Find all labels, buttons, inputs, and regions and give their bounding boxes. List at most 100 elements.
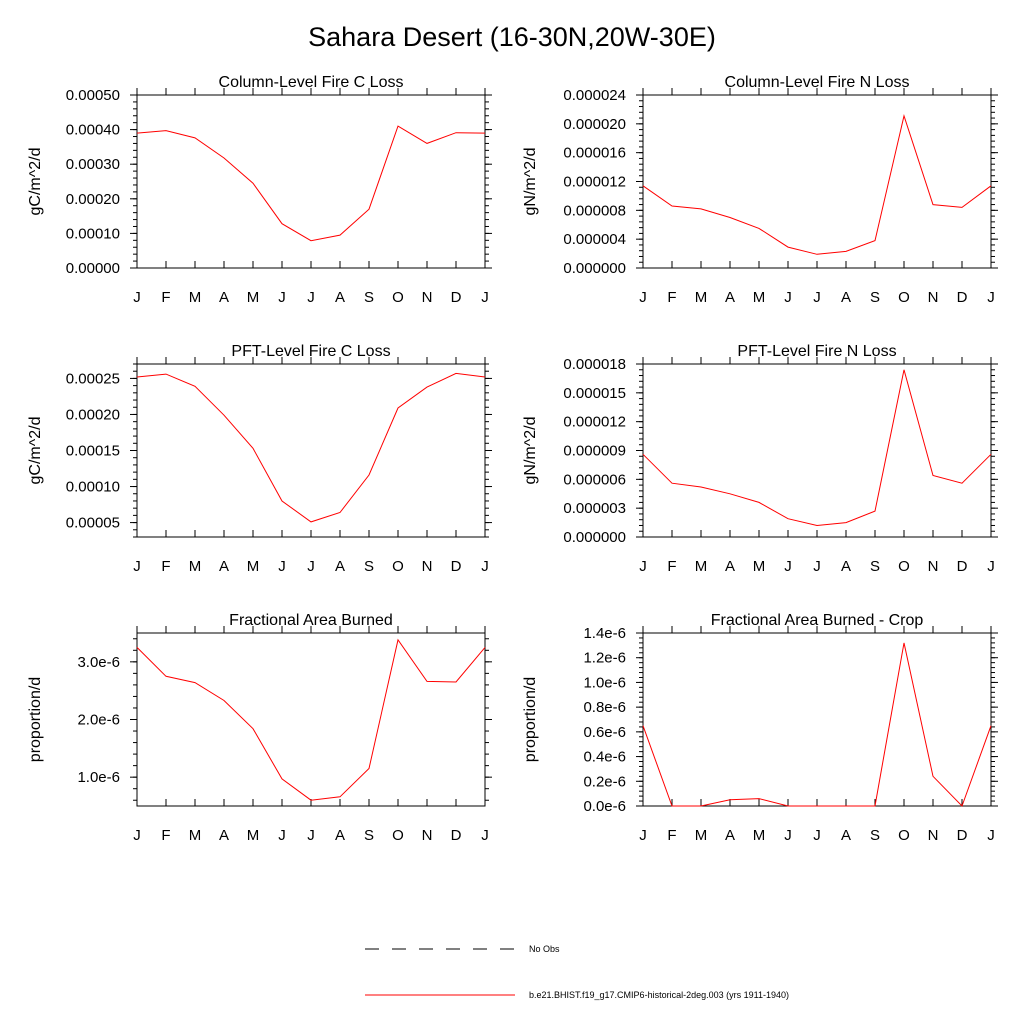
y-tick-label: 0.000000 <box>563 529 626 546</box>
x-tick-label: A <box>725 827 735 844</box>
y-tick-label: 0.00020 <box>66 406 120 423</box>
x-tick-label: D <box>451 827 462 844</box>
panel-title: Fractional Area Burned - Crop <box>711 612 924 629</box>
x-tick-label: N <box>422 289 433 306</box>
x-tick-label: M <box>753 827 766 844</box>
y-tick-label: 1.0e-6 <box>583 674 626 691</box>
x-tick-label: S <box>364 289 374 306</box>
y-tick-label: 1.4e-6 <box>583 625 626 642</box>
x-tick-label: M <box>247 558 260 575</box>
x-tick-label: M <box>189 827 202 844</box>
y-tick-label: 0.000004 <box>563 231 626 248</box>
y-tick-label: 0.00025 <box>66 370 120 387</box>
series-line <box>136 372 486 523</box>
y-tick-label: 0.00030 <box>66 156 120 173</box>
x-tick-label: D <box>451 558 462 575</box>
y-tick-label: 0.000012 <box>563 414 626 431</box>
x-tick-label: J <box>307 289 315 306</box>
y-tick-label: 0.000000 <box>563 260 626 277</box>
x-tick-label: N <box>422 558 433 575</box>
plot-frame <box>136 632 486 807</box>
panel-title: Column-Level Fire N Loss <box>725 74 910 91</box>
y-tick-label: 0.00020 <box>66 191 120 208</box>
y-axis-label: proportion/d <box>522 677 539 762</box>
y-tick-label: 0.00010 <box>66 225 120 242</box>
x-tick-label: J <box>784 827 792 844</box>
x-tick-label: J <box>813 827 821 844</box>
y-tick-label: 0.0e-6 <box>583 798 626 815</box>
x-tick-label: S <box>870 827 880 844</box>
x-tick-label: J <box>481 289 489 306</box>
y-tick-label: 0.000006 <box>563 471 626 488</box>
x-tick-label: J <box>278 289 286 306</box>
x-tick-label: J <box>784 558 792 575</box>
x-tick-label: J <box>133 558 141 575</box>
x-tick-label: S <box>364 827 374 844</box>
x-tick-label: J <box>639 827 647 844</box>
y-axis-label: gC/m^2/d <box>27 417 44 485</box>
y-tick-label: 0.00010 <box>66 479 120 496</box>
x-tick-label: J <box>278 558 286 575</box>
x-tick-label: S <box>870 289 880 306</box>
y-tick-label: 0.00005 <box>66 515 120 532</box>
x-tick-label: J <box>133 289 141 306</box>
x-tick-label: A <box>841 827 851 844</box>
y-axis-label: gN/m^2/d <box>522 417 539 485</box>
y-tick-label: 0.4e-6 <box>583 749 626 766</box>
x-tick-label: A <box>335 289 345 306</box>
page-title: Sahara Desert (16-30N,20W-30E) <box>308 22 716 52</box>
plot-frame <box>642 363 992 538</box>
series-line <box>642 114 992 255</box>
y-axis-label: proportion/d <box>27 677 44 762</box>
y-tick-label: 0.000018 <box>563 356 626 373</box>
x-tick-label: A <box>841 289 851 306</box>
series-line <box>136 638 486 801</box>
y-tick-label: 0.000024 <box>563 87 626 104</box>
x-tick-label: J <box>813 289 821 306</box>
x-tick-label: J <box>987 827 995 844</box>
x-tick-label: J <box>307 558 315 575</box>
x-tick-label: D <box>957 827 968 844</box>
x-tick-label: J <box>481 827 489 844</box>
x-tick-label: F <box>161 289 170 306</box>
x-tick-label: J <box>987 558 995 575</box>
y-tick-label: 2.0e-6 <box>77 712 120 729</box>
plot-frame <box>136 94 486 269</box>
panel-title: PFT-Level Fire N Loss <box>737 343 896 360</box>
x-tick-label: M <box>247 827 260 844</box>
plot-frame <box>642 94 992 269</box>
x-tick-label: M <box>695 289 708 306</box>
panel-title: Column-Level Fire C Loss <box>219 74 404 91</box>
x-tick-label: A <box>335 827 345 844</box>
y-tick-label: 0.6e-6 <box>583 724 626 741</box>
y-tick-label: 0.8e-6 <box>583 699 626 716</box>
panel-title: Fractional Area Burned <box>229 612 393 629</box>
x-tick-label: M <box>189 289 202 306</box>
x-tick-label: M <box>247 289 260 306</box>
y-tick-label: 0.2e-6 <box>583 773 626 790</box>
plot-frame <box>136 363 486 538</box>
x-tick-label: N <box>928 827 939 844</box>
plot-frame <box>642 632 992 807</box>
x-tick-label: O <box>898 827 910 844</box>
x-tick-label: A <box>725 289 735 306</box>
x-tick-label: D <box>957 289 968 306</box>
y-tick-label: 0.00040 <box>66 122 120 139</box>
x-tick-label: O <box>898 289 910 306</box>
y-tick-label: 0.00000 <box>66 260 120 277</box>
x-tick-label: O <box>392 558 404 575</box>
x-tick-label: J <box>133 827 141 844</box>
y-tick-label: 0.00015 <box>66 443 120 460</box>
y-tick-label: 0.000015 <box>563 385 626 402</box>
x-tick-label: O <box>392 827 404 844</box>
x-tick-label: A <box>219 827 229 844</box>
x-tick-label: J <box>639 558 647 575</box>
x-tick-label: M <box>753 558 766 575</box>
x-tick-label: M <box>695 827 708 844</box>
panel-title: PFT-Level Fire C Loss <box>231 343 390 360</box>
series-line <box>642 369 992 527</box>
